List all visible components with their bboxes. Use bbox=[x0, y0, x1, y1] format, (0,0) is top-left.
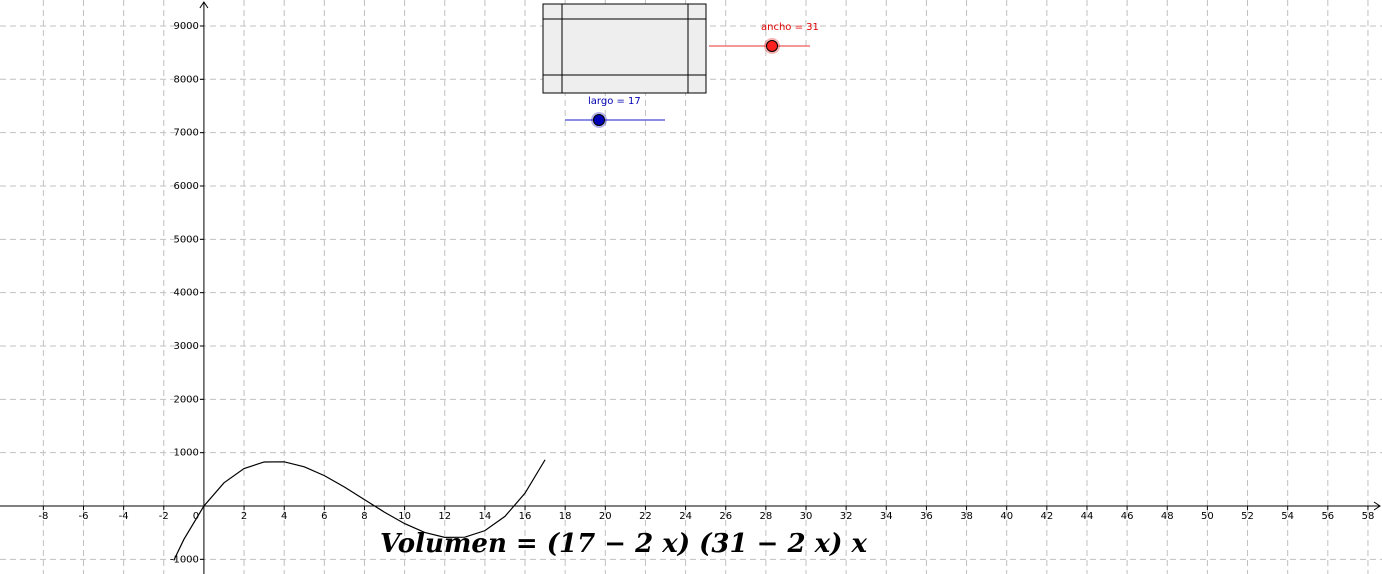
x-tick-label: 40 bbox=[1000, 511, 1013, 522]
x-tick-label: 50 bbox=[1201, 511, 1214, 522]
y-tick-label: 3000 bbox=[173, 341, 198, 352]
x-tick-label: 44 bbox=[1081, 511, 1094, 522]
box-outline bbox=[542, 3, 707, 94]
x-tick-label: 54 bbox=[1281, 511, 1294, 522]
slider-largo[interactable]: largo = 17 bbox=[565, 96, 665, 128]
x-tick-label: -8 bbox=[38, 511, 48, 522]
x-tick-label: 22 bbox=[639, 511, 652, 522]
x-tick-label: 6 bbox=[321, 511, 327, 522]
x-tick-label: 24 bbox=[679, 511, 692, 522]
function-curve bbox=[173, 459, 546, 561]
x-tick-label: -6 bbox=[78, 511, 88, 522]
slider-label: largo = 17 bbox=[588, 96, 641, 107]
y-tick-label: 5000 bbox=[173, 234, 198, 245]
x-tick-label: 30 bbox=[800, 511, 813, 522]
x-tick-label: 14 bbox=[479, 511, 492, 522]
y-tick-label: -1000 bbox=[170, 554, 199, 565]
x-tick-label: 32 bbox=[840, 511, 853, 522]
formula: Volumen = (17 − 2 x) (31 − 2 x) x bbox=[380, 529, 867, 559]
y-tick-label: 7000 bbox=[173, 128, 198, 139]
x-tick-label: 58 bbox=[1362, 511, 1375, 522]
x-tick-label: 10 bbox=[398, 511, 411, 522]
slider-handle[interactable] bbox=[593, 114, 605, 126]
y-tick-label: 4000 bbox=[173, 288, 198, 299]
x-tick-label: 26 bbox=[719, 511, 732, 522]
x-tick-label: 0 bbox=[193, 511, 199, 522]
slider-ancho[interactable]: ancho = 31 bbox=[709, 22, 819, 54]
x-tick-label: 4 bbox=[281, 511, 287, 522]
x-tick-label: 38 bbox=[960, 511, 973, 522]
x-tick-label: -2 bbox=[159, 511, 169, 522]
slider-label: ancho = 31 bbox=[761, 22, 819, 33]
x-tick-label: -4 bbox=[119, 511, 129, 522]
slider-handle[interactable] bbox=[766, 40, 778, 52]
y-tick-label: 1000 bbox=[173, 448, 198, 459]
x-tick-label: 12 bbox=[438, 511, 451, 522]
x-tick-label: 16 bbox=[519, 511, 532, 522]
x-tick-label: 42 bbox=[1040, 511, 1053, 522]
x-tick-label: 20 bbox=[599, 511, 612, 522]
y-tick-label: 8000 bbox=[173, 74, 198, 85]
x-tick-label: 48 bbox=[1161, 511, 1174, 522]
x-tick-label: 46 bbox=[1121, 511, 1134, 522]
y-tick-label: 6000 bbox=[173, 181, 198, 192]
x-tick-label: 8 bbox=[361, 511, 367, 522]
x-tick-label: 52 bbox=[1241, 511, 1254, 522]
x-axis-arrow bbox=[1373, 501, 1381, 511]
y-tick-label: 9000 bbox=[173, 21, 198, 32]
x-tick-label: 34 bbox=[880, 511, 893, 522]
x-tick-label: 28 bbox=[759, 511, 772, 522]
x-tick-label: 18 bbox=[559, 511, 572, 522]
y-tick-label: 2000 bbox=[173, 394, 198, 405]
box-net bbox=[542, 3, 707, 94]
x-tick-label: 56 bbox=[1321, 511, 1334, 522]
x-tick-label: 2 bbox=[241, 511, 247, 522]
x-tick-label: 36 bbox=[920, 511, 933, 522]
y-axis-arrow bbox=[199, 1, 209, 9]
